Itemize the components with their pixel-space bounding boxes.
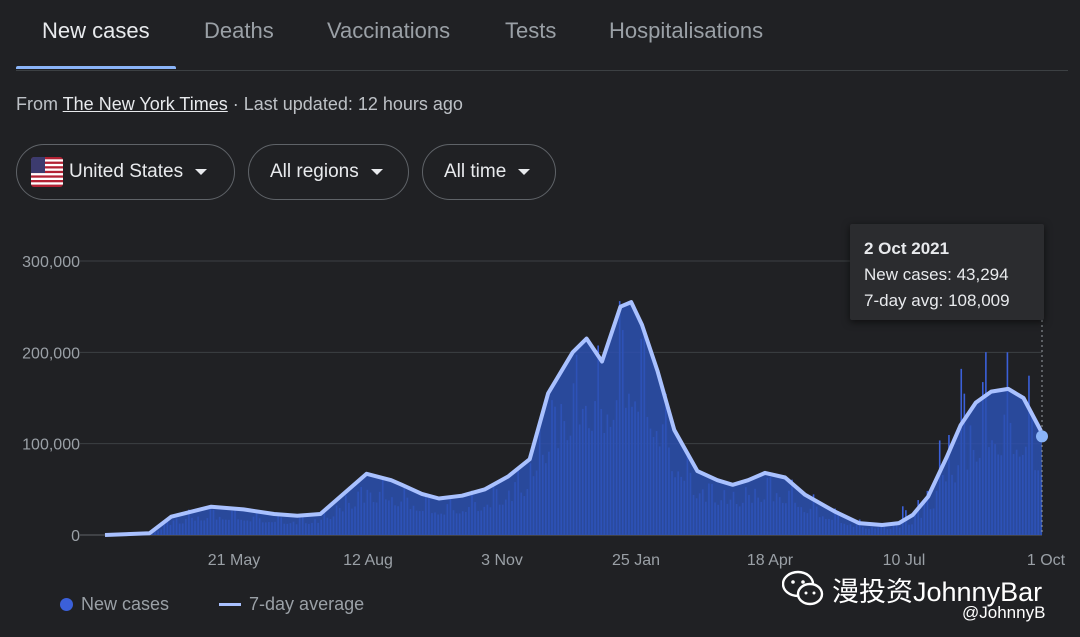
region-label: All regions <box>270 161 359 182</box>
tab-deaths[interactable]: Deaths <box>204 18 274 43</box>
region-dropdown[interactable]: All regions <box>248 144 409 200</box>
x-tick-label: 25 Jan <box>612 552 660 569</box>
time-range-dropdown[interactable]: All time <box>422 144 556 200</box>
y-tick-label: 200,000 <box>22 345 80 362</box>
tab-vaccinations[interactable]: Vaccinations <box>327 18 451 43</box>
watermark-handle: @JohnnyB <box>962 603 1046 622</box>
legend-new-cases: New cases <box>81 594 170 614</box>
source-prefix: From <box>16 94 63 114</box>
chart-tooltip: 2 Oct 2021 New cases: 43,294 7-day avg: … <box>850 224 1044 320</box>
chevron-down-icon <box>518 169 531 175</box>
x-axis-labels: 21 May 12 Aug 3 Nov 25 Jan 18 Apr 10 Jul 1 Oct <box>208 552 1066 569</box>
x-tick-label: 10 Jul <box>883 552 926 569</box>
x-tick-label: 3 Nov <box>481 552 523 569</box>
country-dropdown[interactable]: United States <box>16 144 235 200</box>
y-tick-label: 0 <box>71 528 80 545</box>
x-tick-label: 1 Oct <box>1027 552 1066 569</box>
tab-bar: New cases Deaths Vaccinations Tests Hosp… <box>16 0 1068 71</box>
legend-seven-day-average: 7-day average <box>249 594 365 614</box>
chart-legend: New cases 7-day average <box>60 594 364 615</box>
chevron-down-icon <box>195 169 208 175</box>
tab-new-cases[interactable]: New cases <box>42 18 150 43</box>
last-updated: · Last updated: 12 hours ago <box>227 94 463 114</box>
hover-point <box>1036 430 1048 443</box>
source-line: From The New York Times · Last updated: … <box>16 94 463 115</box>
y-axis-labels: 0 100,000 200,000 300,000 <box>22 254 80 545</box>
y-tick-label: 100,000 <box>22 437 80 454</box>
tooltip-new-cases: New cases: 43,294 <box>864 265 1009 284</box>
chevron-down-icon <box>370 169 383 175</box>
new-cases-legend-dot-icon <box>60 598 73 611</box>
time-range-label: All time <box>444 161 507 182</box>
x-tick-label: 12 Aug <box>343 552 393 569</box>
y-tick-label: 300,000 <box>22 254 80 271</box>
source-link[interactable]: The New York Times <box>62 94 228 114</box>
active-tab-indicator <box>16 66 176 69</box>
us-flag-icon <box>31 157 63 187</box>
x-tick-label: 18 Apr <box>747 552 794 569</box>
tooltip-date: 2 Oct 2021 <box>864 239 950 258</box>
watermark: 漫投资JohnnyBar @JohnnyB <box>782 548 1072 634</box>
seven-day-average-line <box>104 300 1044 537</box>
country-label: United States <box>69 161 184 182</box>
tab-tests[interactable]: Tests <box>505 18 557 43</box>
x-tick-label: 21 May <box>208 552 260 569</box>
new-cases-area <box>105 302 1042 535</box>
tab-hospitalisations[interactable]: Hospitalisations <box>609 18 764 43</box>
wechat-logo-icon <box>782 570 824 606</box>
tooltip-seven-day-avg: 7-day avg: 108,009 <box>864 291 1010 310</box>
average-legend-line-icon <box>219 603 242 606</box>
watermark-text: 漫投资JohnnyBar <box>832 577 1043 607</box>
